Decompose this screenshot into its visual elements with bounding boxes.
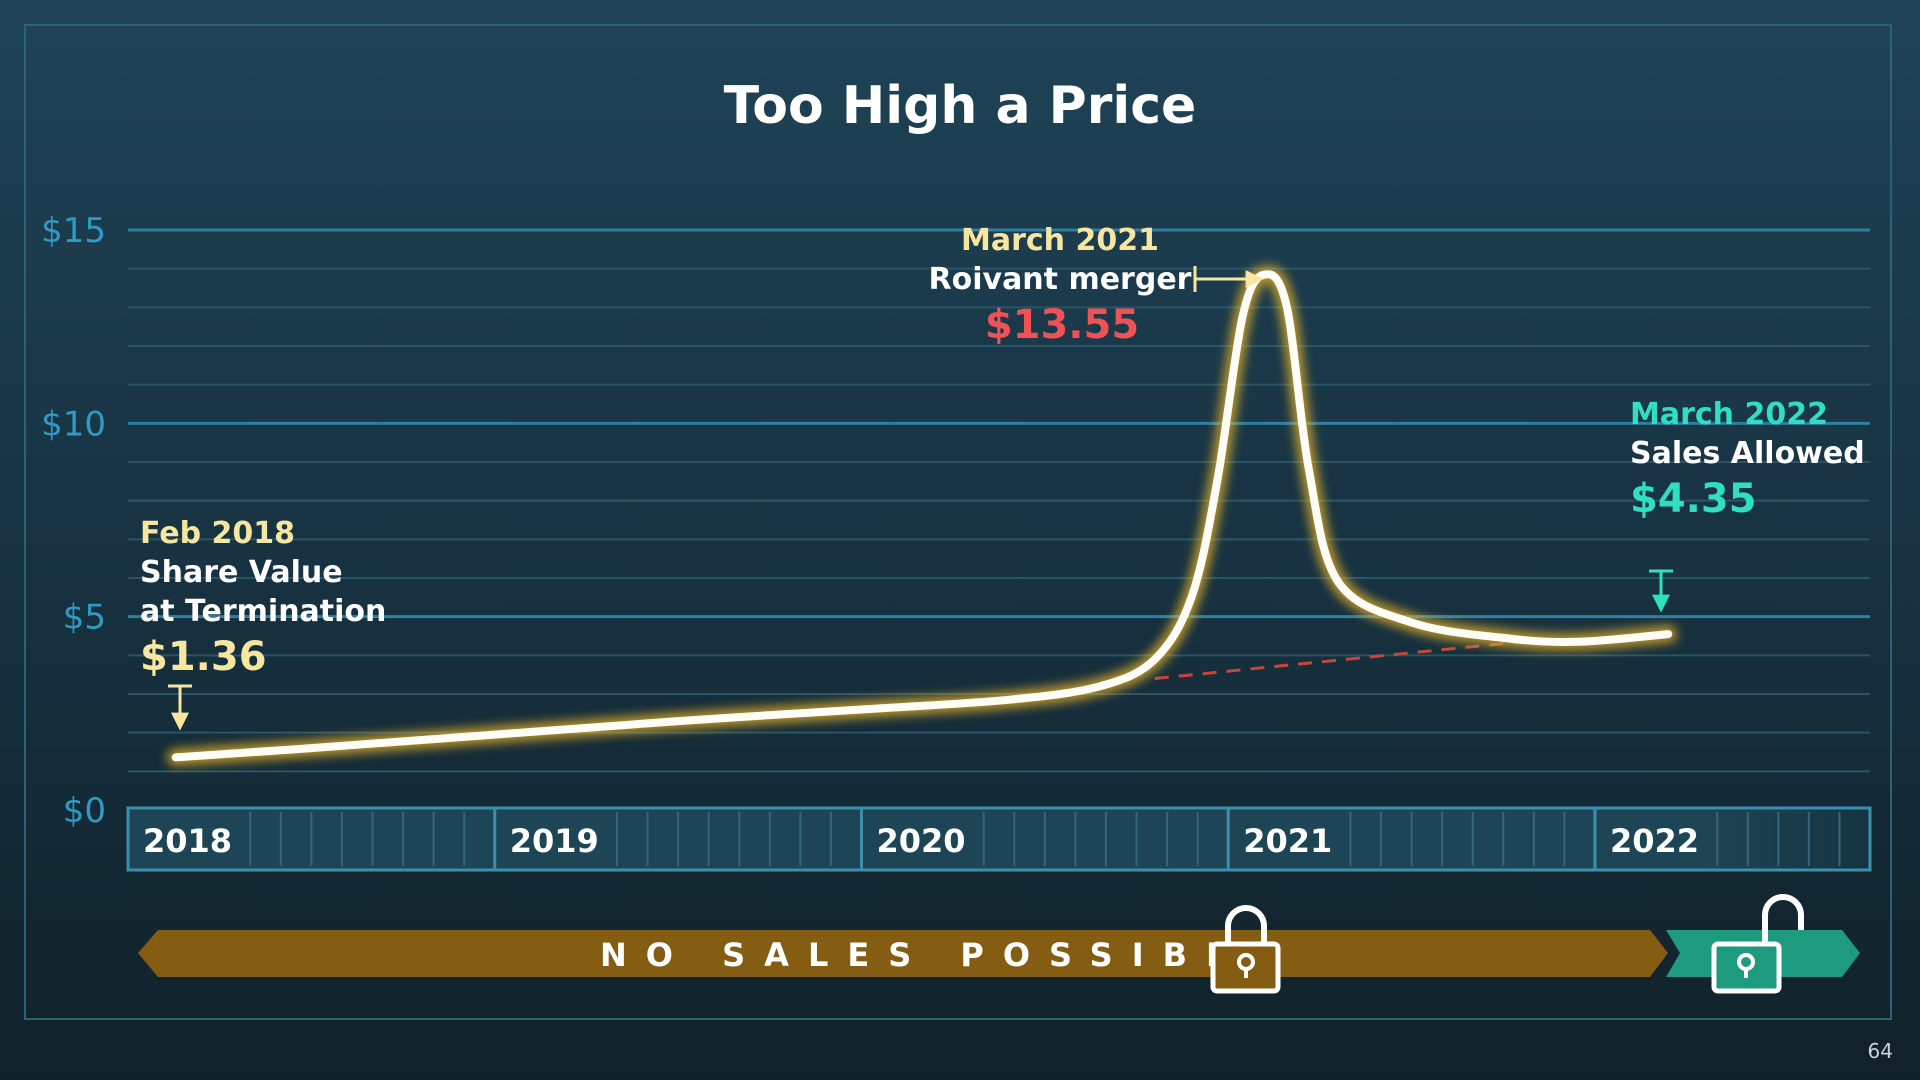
annotation-value: $4.35 [1630, 476, 1757, 522]
annotation-label: Roivant merger [929, 262, 1192, 297]
annotation-feb-2018: Feb 2018 Share Value at Termination $1.3… [140, 516, 386, 731]
annotation-date: Feb 2018 [140, 516, 295, 551]
slide-frame [24, 24, 1892, 1020]
year-label: 2019 [510, 822, 599, 860]
banner-text: NO SALES POSSIBLE [600, 936, 1286, 974]
year-axis: 2018 2019 2020 2021 2022 [143, 808, 1841, 870]
year-band [126, 806, 1872, 872]
y-axis: $0 $5 $10 $15 [41, 211, 106, 831]
y-tick-label: $15 [41, 211, 106, 251]
y-tick-label: $10 [41, 404, 106, 444]
annotation-label: Share Value [140, 555, 343, 590]
y-tick-label: $5 [63, 598, 106, 638]
annotation-label: at Termination [140, 594, 386, 629]
annotation-value: $13.55 [985, 302, 1139, 348]
y-tick-label: $0 [63, 791, 106, 831]
padlock-open-icon [1711, 894, 1804, 994]
annotation-label: Sales Allowed [1630, 436, 1865, 471]
annotation-value: $1.36 [140, 634, 267, 680]
padlock-closed-icon [1210, 905, 1281, 994]
annotation-march-2021: March 2021 Roivant merger $13.55 [929, 223, 1264, 348]
annotation-date: March 2022 [1630, 397, 1828, 432]
year-label: 2022 [1610, 822, 1699, 860]
page-number: 64 [1868, 1039, 1893, 1063]
price-line [171, 270, 1673, 762]
annotation-march-2022: March 2022 Sales Allowed $4.35 [1630, 397, 1865, 613]
trend-line [1154, 638, 1541, 681]
annotation-date: March 2021 [961, 223, 1159, 258]
year-label: 2020 [876, 822, 965, 860]
chart-title: Too High a Price [724, 76, 1197, 136]
gridlines [128, 228, 1870, 773]
year-label: 2018 [143, 822, 232, 860]
no-sales-banner [138, 930, 1668, 977]
year-label: 2021 [1243, 822, 1332, 860]
